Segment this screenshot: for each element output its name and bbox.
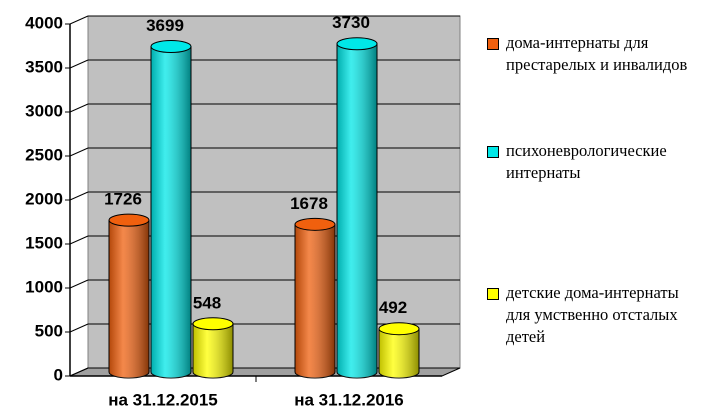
x-tick-label: на 31.12.2016 <box>294 390 404 409</box>
y-tick-label: 500 <box>35 321 63 340</box>
grid-line-side <box>69 367 89 377</box>
legend-swatch <box>487 288 499 300</box>
grid-line-side <box>69 15 89 25</box>
legend-item: психоневрологические интернаты <box>484 140 702 184</box>
bar-shading <box>109 220 149 378</box>
bar <box>378 322 420 379</box>
data-label: 1726 <box>104 190 142 209</box>
x-tick-label: на 31.12.2015 <box>108 390 218 409</box>
legend-label: психоневрологические интернаты <box>506 141 667 182</box>
bar-top <box>336 37 378 51</box>
bar-top <box>108 213 150 227</box>
data-label: 3730 <box>332 13 370 32</box>
bar <box>294 217 336 379</box>
y-tick-label: 0 <box>54 365 63 384</box>
grid-line-side <box>69 235 89 245</box>
bar <box>108 213 150 379</box>
bar <box>336 37 378 379</box>
data-label: 3699 <box>146 16 184 35</box>
y-tick-label: 1000 <box>25 277 63 296</box>
y-tick-label: 4000 <box>25 13 63 32</box>
bar-shading <box>151 46 191 378</box>
y-tick-label: 3000 <box>25 101 63 120</box>
bar-top <box>192 317 234 331</box>
grid-line-side <box>69 279 89 289</box>
legend-item: детские дома-интернаты для умственно отс… <box>484 282 702 348</box>
y-tick-label: 1500 <box>25 233 63 252</box>
y-tick-label: 2500 <box>25 145 63 164</box>
bar <box>192 317 234 379</box>
y-tick-label: 2000 <box>25 189 63 208</box>
grid-line-side <box>69 323 89 333</box>
bar-shading <box>379 328 419 378</box>
y-tick-label: 3500 <box>25 57 63 76</box>
grid-line-side <box>69 191 89 201</box>
grid-line-side <box>69 103 89 113</box>
legend-label: детские дома-интернаты для умственно отс… <box>506 283 679 346</box>
bar <box>150 39 192 379</box>
grid-line-side <box>69 59 89 69</box>
data-label: 548 <box>193 293 221 312</box>
bar-shading <box>193 323 233 378</box>
bar-top <box>294 217 336 231</box>
legend-item: дома-интернаты для престарелых и инвалид… <box>484 32 702 76</box>
data-label: 492 <box>379 298 407 317</box>
legend-label: дома-интернаты для престарелых и инвалид… <box>506 33 688 74</box>
grid-line-side <box>69 147 89 157</box>
bar-top <box>150 39 192 53</box>
bar-shading <box>337 43 377 378</box>
legend-swatch <box>487 38 499 50</box>
bar-shading <box>295 224 335 378</box>
legend-swatch <box>487 146 499 158</box>
data-label: 1678 <box>290 194 328 213</box>
bar-top <box>378 322 420 336</box>
